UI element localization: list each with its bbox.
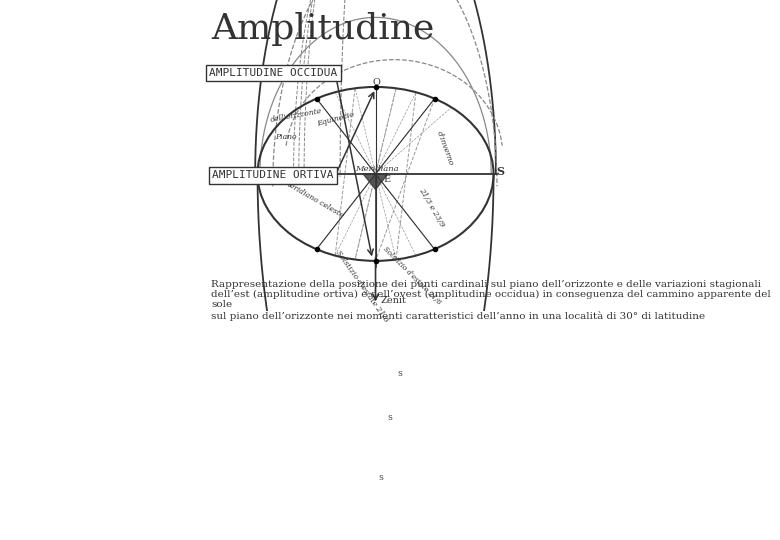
Text: E: E [383, 174, 391, 184]
Text: Solstizio d'estate 21/6: Solstizio d'estate 21/6 [335, 249, 390, 324]
Text: dell'orizzonte: dell'orizzonte [269, 107, 322, 124]
Text: S: S [388, 414, 392, 422]
Text: d'inverno: d'inverno [434, 131, 455, 167]
Text: N: N [250, 166, 260, 178]
Text: Solstizio d'estate 21/6: Solstizio d'estate 21/6 [381, 245, 443, 306]
Text: 21/3 e 23/9: 21/3 e 23/9 [417, 186, 445, 228]
Text: AMPLITUDINE OCCIDUA: AMPLITUDINE OCCIDUA [209, 68, 337, 78]
Text: S: S [378, 475, 383, 482]
Text: Meridiana: Meridiana [356, 165, 399, 173]
Text: S: S [397, 370, 402, 378]
Text: Meridiano celeste: Meridiano celeste [281, 178, 346, 219]
Text: Piano: Piano [275, 133, 297, 141]
Text: S: S [497, 166, 505, 178]
Text: Zenit: Zenit [380, 296, 406, 305]
Text: Rappresentazione della posizione dei punti cardinali sul piano dell’orizzonte e : Rappresentazione della posizione dei pun… [211, 280, 771, 321]
Text: AMPLITUDINE ORTIVA: AMPLITUDINE ORTIVA [212, 171, 334, 180]
Polygon shape [363, 174, 388, 190]
Text: O: O [372, 78, 381, 87]
Text: Equinozio: Equinozio [317, 110, 356, 128]
Text: Amplitudine: Amplitudine [211, 12, 434, 46]
